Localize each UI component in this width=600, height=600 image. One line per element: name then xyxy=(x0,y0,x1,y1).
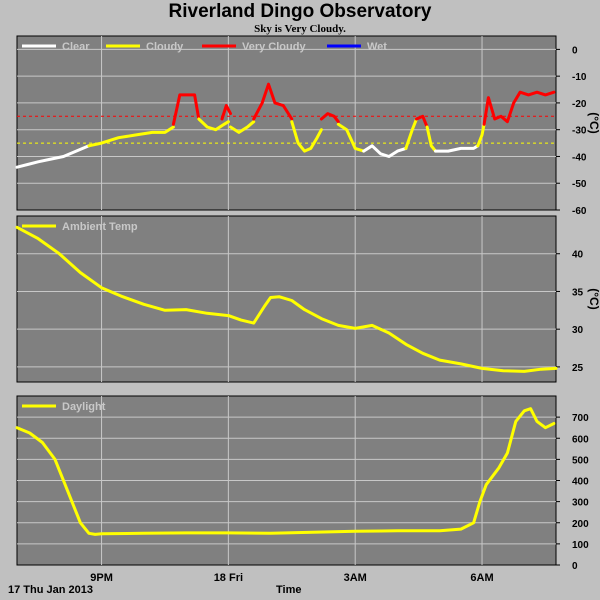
series-line-cloudy xyxy=(290,120,323,153)
series-line-cloudy xyxy=(404,117,418,150)
series-line-cloudy xyxy=(336,122,366,153)
y-tick-label: -60 xyxy=(572,206,587,217)
legend-label: Daylight xyxy=(62,401,106,413)
panel-daylight: 9PM 18 Fri 3AM 6AM 0 100 200 300 400 500 600 700 Day… xyxy=(15,395,589,584)
y-tick-label: 0 xyxy=(572,561,578,572)
series-line-daylight xyxy=(15,407,556,536)
y-tick-label: 600 xyxy=(572,434,589,445)
series-line-clear xyxy=(362,144,408,158)
series-line-very_cloudy xyxy=(220,104,232,121)
y-tick-label: -20 xyxy=(572,99,587,110)
series-line-very_cloudy xyxy=(171,93,201,126)
y-tick-label: 200 xyxy=(572,519,589,530)
y-tick-label: -40 xyxy=(572,152,587,163)
series-line-very_cloudy xyxy=(252,82,294,121)
y-tick-label: 25 xyxy=(572,363,584,374)
y-tick-label: 700 xyxy=(572,413,589,424)
y-tick-label: 100 xyxy=(572,540,589,551)
series-line-very_cloudy xyxy=(319,112,340,124)
x-tick-label: 6AM xyxy=(470,572,493,584)
x-axis-label: Time xyxy=(276,584,302,596)
y-axis-label: (°C) xyxy=(587,112,600,133)
chart-subtitle: Sky is Very Cloudy. xyxy=(254,23,346,35)
series-line-clear xyxy=(15,144,91,169)
legend-label: Ambient Temp xyxy=(62,221,138,233)
series-line-cloudy xyxy=(425,125,437,153)
x-tick-label: 9PM xyxy=(90,572,113,584)
legend-label: Very Cloudy xyxy=(242,41,306,53)
y-tick-label: 300 xyxy=(572,498,589,509)
series-line-cloudy xyxy=(229,120,256,134)
legend-label: Clear xyxy=(62,41,90,53)
legend-label: Cloudy xyxy=(146,41,184,53)
date-label: 17 Thu Jan 2013 xyxy=(8,584,93,596)
series-line-cloudy xyxy=(197,117,230,132)
series-line-clear xyxy=(434,144,480,153)
y-tick-label: 400 xyxy=(572,477,589,488)
legend-label: Wet xyxy=(367,41,387,53)
series-line-cloudy xyxy=(476,122,486,148)
panel-ambient: 25 30 35 40 (°C) Ambient Temp xyxy=(15,215,600,383)
panel-background xyxy=(16,35,557,211)
x-tick-label: 3AM xyxy=(344,572,367,584)
x-tick-label: 18 Fri xyxy=(214,572,243,584)
series-line-very_cloudy xyxy=(482,90,556,126)
y-tick-label: -50 xyxy=(572,179,587,190)
series-line-ambient xyxy=(15,225,558,373)
series-line-very_cloudy xyxy=(415,114,429,129)
chart-title: Riverland Dingo Observatory xyxy=(168,1,432,22)
y-tick-label: 40 xyxy=(572,250,584,261)
y-tick-label: 30 xyxy=(572,325,584,336)
y-tick-label: 35 xyxy=(572,287,584,298)
y-tick-label: 500 xyxy=(572,455,589,466)
y-axis-label: (°C) xyxy=(587,288,600,309)
series-line-cloudy xyxy=(87,125,175,148)
y-tick-label: -30 xyxy=(572,126,587,137)
panel-sky: 0 -10 -20 -30 -40 -50 -60 (°C) Clear Cloudy Very C… xyxy=(15,35,600,217)
y-tick-label: -10 xyxy=(572,72,587,83)
y-tick-label: 0 xyxy=(572,45,578,56)
